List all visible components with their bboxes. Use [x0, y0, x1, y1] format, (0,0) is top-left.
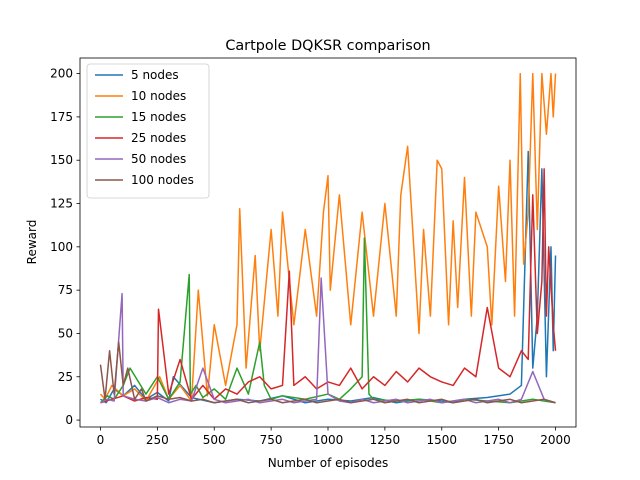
x-tick-label: 250 [146, 433, 169, 447]
y-tick-label: 175 [50, 110, 73, 124]
y-axis: 0 25 50 75 100 125 150 175 200 [50, 67, 80, 427]
y-tick-label: 50 [58, 326, 73, 340]
x-tick-label: 1250 [370, 433, 401, 447]
x-tick-label: 1500 [426, 433, 457, 447]
x-tick-label: 0 [97, 433, 105, 447]
y-tick-label: 125 [50, 197, 73, 211]
y-tick-label: 25 [58, 370, 73, 384]
legend-entry: 50 nodes [131, 152, 186, 166]
y-axis-label: Reward [25, 220, 39, 265]
legend-entry: 100 nodes [131, 173, 194, 187]
chart-title: Cartpole DQKSR comparison [225, 38, 430, 54]
series-line-50-nodes [100, 277, 556, 404]
y-tick-label: 100 [50, 240, 73, 254]
legend-entry: 5 nodes [131, 68, 179, 82]
y-tick-label: 150 [50, 153, 73, 167]
series-line-100-nodes [99, 341, 556, 404]
y-tick-label: 0 [65, 413, 73, 427]
x-tick-label: 1750 [483, 433, 514, 447]
legend-frame [86, 63, 210, 199]
legend-entry: 15 nodes [131, 110, 186, 124]
series-layer [99, 72, 557, 404]
legend-entry: 10 nodes [131, 89, 186, 103]
x-axis-label: Number of episodes [268, 456, 389, 470]
series-line-10-nodes [99, 72, 557, 402]
y-tick-label: 200 [50, 67, 73, 81]
legend: 5 nodes 10 nodes 15 nodes 25 nodes 50 nodes 1… [86, 63, 210, 199]
y-tick-label: 75 [58, 283, 73, 297]
x-tick-label: 750 [260, 433, 283, 447]
x-tick-label: 2000 [540, 433, 571, 447]
x-tick-label: 1000 [313, 433, 344, 447]
legend-entry: 25 nodes [131, 131, 186, 145]
series-line-25-nodes [100, 168, 557, 404]
x-tick-label: 500 [203, 433, 226, 447]
x-axis: 0 250 500 750 1000 1250 1500 1750 2000 [97, 427, 571, 447]
